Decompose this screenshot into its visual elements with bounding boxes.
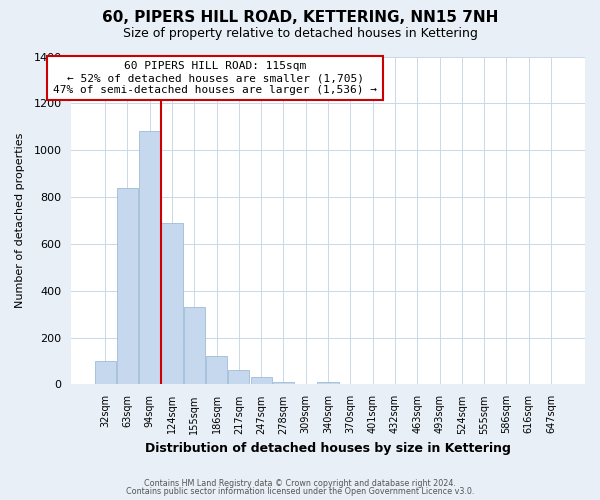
Bar xyxy=(139,132,160,384)
X-axis label: Distribution of detached houses by size in Kettering: Distribution of detached houses by size … xyxy=(145,442,511,455)
Text: 60 PIPERS HILL ROAD: 115sqm
← 52% of detached houses are smaller (1,705)
47% of : 60 PIPERS HILL ROAD: 115sqm ← 52% of det… xyxy=(53,62,377,94)
Bar xyxy=(273,382,294,384)
Bar xyxy=(251,378,272,384)
Bar xyxy=(184,307,205,384)
Bar xyxy=(95,361,116,384)
Text: 60, PIPERS HILL ROAD, KETTERING, NN15 7NH: 60, PIPERS HILL ROAD, KETTERING, NN15 7N… xyxy=(102,10,498,25)
Bar xyxy=(317,382,338,384)
Text: Contains public sector information licensed under the Open Government Licence v3: Contains public sector information licen… xyxy=(126,487,474,496)
Bar xyxy=(161,223,182,384)
Bar xyxy=(229,370,250,384)
Bar xyxy=(206,356,227,384)
Bar xyxy=(117,188,138,384)
Text: Contains HM Land Registry data © Crown copyright and database right 2024.: Contains HM Land Registry data © Crown c… xyxy=(144,478,456,488)
Text: Size of property relative to detached houses in Kettering: Size of property relative to detached ho… xyxy=(122,28,478,40)
Y-axis label: Number of detached properties: Number of detached properties xyxy=(15,133,25,308)
